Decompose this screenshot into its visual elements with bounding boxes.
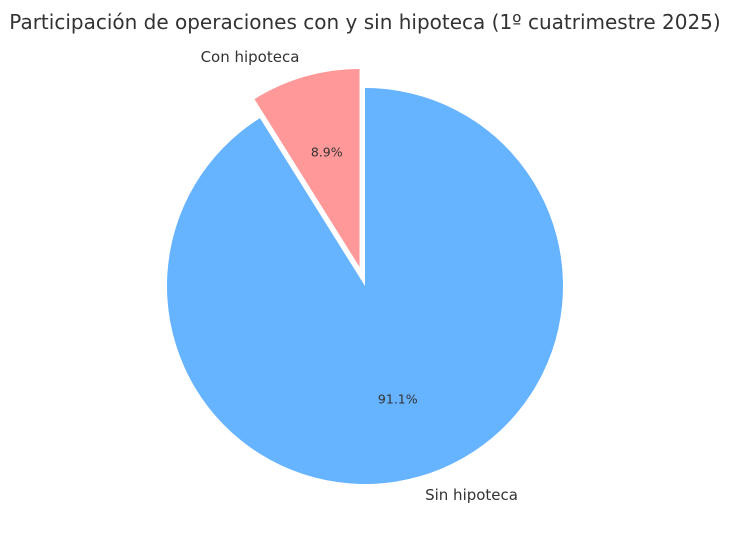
chart-title: Participación de operaciones con y sin h… [9, 10, 720, 34]
slice-percent-label: 8.9% [311, 144, 343, 159]
slice-category-label: Con hipoteca [201, 48, 300, 66]
pie-labels: Con hipoteca 8.9% Sin hipoteca 91.1% [201, 48, 518, 504]
pie-slice-sin-hipoteca [166, 88, 563, 484]
slice-percent-label: 91.1% [378, 392, 418, 407]
pie-slice-con-hipoteca [254, 68, 360, 267]
pie-slices [166, 68, 563, 484]
slice-category-label: Sin hipoteca [425, 486, 518, 504]
